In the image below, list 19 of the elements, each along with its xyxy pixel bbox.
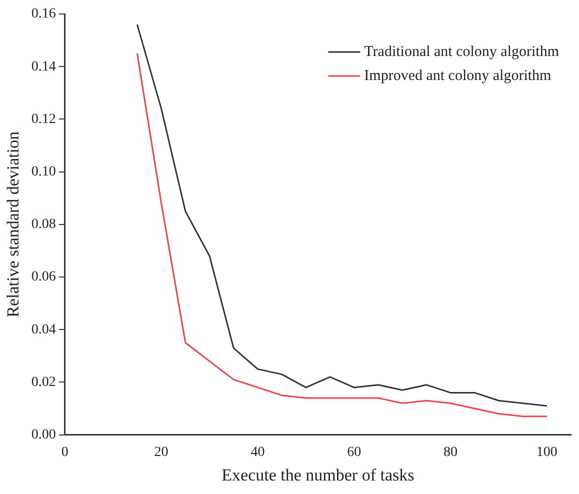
y-tick-label: 0.08 — [31, 217, 56, 232]
y-axis-title: Relative standard deviation — [4, 130, 23, 318]
y-tick-label: 0.14 — [31, 59, 56, 74]
x-tick-label: 80 — [444, 444, 458, 460]
x-tick-label: 100 — [536, 444, 558, 460]
x-tick-label: 40 — [250, 444, 265, 460]
y-tick-label: 0.10 — [31, 164, 56, 180]
x-tick-label: 60 — [347, 444, 362, 460]
y-tick-label: 0.12 — [31, 112, 56, 127]
y-tick-label: 0.04 — [31, 322, 56, 338]
x-tick-label: 0 — [61, 444, 68, 460]
legend-label: Improved ant colony algorithm — [364, 68, 552, 84]
y-tick-label: 0.02 — [31, 374, 56, 390]
y-tick-label: 0.00 — [31, 427, 56, 442]
legend-label: Traditional ant colony algorithm — [364, 44, 560, 60]
y-tick-label: 0.16 — [31, 6, 56, 22]
x-axis-title: Execute the number of tasks — [222, 465, 414, 484]
y-tick-label: 0.06 — [31, 270, 56, 285]
x-tick-label: 20 — [154, 444, 168, 460]
